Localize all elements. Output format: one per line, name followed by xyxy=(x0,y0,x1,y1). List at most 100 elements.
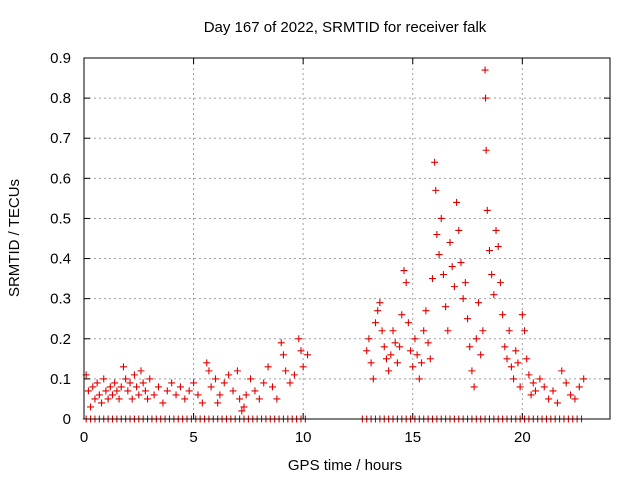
data-point xyxy=(470,383,478,391)
data-point xyxy=(260,379,268,387)
y-tick-label: 0.3 xyxy=(50,291,71,308)
data-point xyxy=(117,383,125,391)
x-tick-label: 20 xyxy=(514,429,531,446)
data-point xyxy=(279,351,287,359)
data-point xyxy=(194,391,202,399)
data-point xyxy=(514,359,522,367)
data-point xyxy=(510,375,518,383)
data-point xyxy=(126,379,134,387)
data-point xyxy=(130,371,138,379)
data-point xyxy=(102,387,110,395)
data-point xyxy=(128,395,136,403)
data-point xyxy=(146,375,154,383)
y-tick-label: 0.2 xyxy=(50,331,71,348)
data-point xyxy=(295,335,303,343)
data-point xyxy=(536,375,544,383)
data-point xyxy=(225,371,233,379)
data-point xyxy=(503,355,511,363)
data-point xyxy=(402,279,410,287)
data-point xyxy=(91,395,99,403)
data-point xyxy=(562,379,570,387)
data-point xyxy=(404,319,412,327)
data-point xyxy=(93,379,101,387)
data-point xyxy=(518,311,526,319)
data-point xyxy=(433,230,441,238)
data-point xyxy=(424,339,432,347)
y-tick-label: 0.6 xyxy=(50,170,71,187)
data-point xyxy=(106,383,114,391)
data-point xyxy=(461,279,469,287)
data-point xyxy=(229,387,237,395)
data-point xyxy=(580,375,588,383)
data-point xyxy=(247,375,255,383)
chart-title: Day 167 of 2022, SRMTID for receiver fal… xyxy=(204,19,487,36)
data-point xyxy=(251,387,259,395)
data-point xyxy=(185,387,193,395)
data-point xyxy=(378,327,386,335)
data-point xyxy=(442,303,450,311)
data-point xyxy=(181,395,189,403)
data-point xyxy=(277,339,285,347)
data-point xyxy=(482,94,490,102)
data-point xyxy=(396,343,404,351)
data-point xyxy=(485,247,493,255)
x-tick-label: 5 xyxy=(189,429,197,446)
data-point xyxy=(255,395,263,403)
data-point xyxy=(168,379,176,387)
data-point xyxy=(531,387,539,395)
data-point xyxy=(525,371,533,379)
data-point xyxy=(501,343,509,351)
data-point xyxy=(108,391,116,399)
x-axis-label: GPS time / hours xyxy=(288,457,402,474)
data-point xyxy=(499,311,507,319)
data-point xyxy=(122,375,130,383)
axis-ticks: 0 0.1 0.2 0.3 0.4 0.5 0.6 0.7 0.8 0.9 0 5 10 15 20 xyxy=(50,50,610,446)
data-point xyxy=(371,319,379,327)
data-point xyxy=(205,367,213,375)
data-point xyxy=(119,363,127,371)
data-point xyxy=(380,343,388,351)
data-point xyxy=(212,375,219,383)
data-point xyxy=(111,379,119,387)
y-tick-label: 0.1 xyxy=(50,371,71,388)
data-point xyxy=(214,399,222,407)
data-point xyxy=(198,399,206,407)
grid-lines xyxy=(84,58,610,419)
data-points xyxy=(82,66,588,423)
x-tick-label: 15 xyxy=(404,429,421,446)
data-point xyxy=(558,367,566,375)
data-point xyxy=(176,383,184,391)
y-tick-label: 0.8 xyxy=(50,90,71,107)
data-point xyxy=(133,383,141,391)
data-point xyxy=(507,363,515,371)
data-point xyxy=(268,383,276,391)
data-point xyxy=(409,363,417,371)
data-point xyxy=(444,327,452,335)
x-tick-label: 0 xyxy=(80,429,88,446)
data-point xyxy=(290,371,298,379)
data-point xyxy=(393,359,401,367)
data-point xyxy=(448,263,456,271)
data-point xyxy=(455,226,463,234)
data-point xyxy=(115,395,123,403)
data-point xyxy=(437,214,445,222)
data-point xyxy=(376,299,384,307)
data-point xyxy=(95,391,103,399)
data-point xyxy=(242,391,250,399)
data-point xyxy=(382,355,390,363)
plot-frame xyxy=(83,57,611,420)
data-point xyxy=(100,375,108,383)
data-point xyxy=(483,206,491,214)
data-point xyxy=(236,395,244,403)
data-point xyxy=(155,383,163,391)
data-point xyxy=(450,283,458,291)
data-point xyxy=(172,391,180,399)
data-point xyxy=(505,327,513,335)
data-point xyxy=(367,359,375,367)
data-point xyxy=(468,367,476,375)
data-point xyxy=(446,239,454,247)
data-point xyxy=(98,399,106,407)
data-point xyxy=(418,359,426,367)
y-tick-label: 0.9 xyxy=(50,50,71,67)
